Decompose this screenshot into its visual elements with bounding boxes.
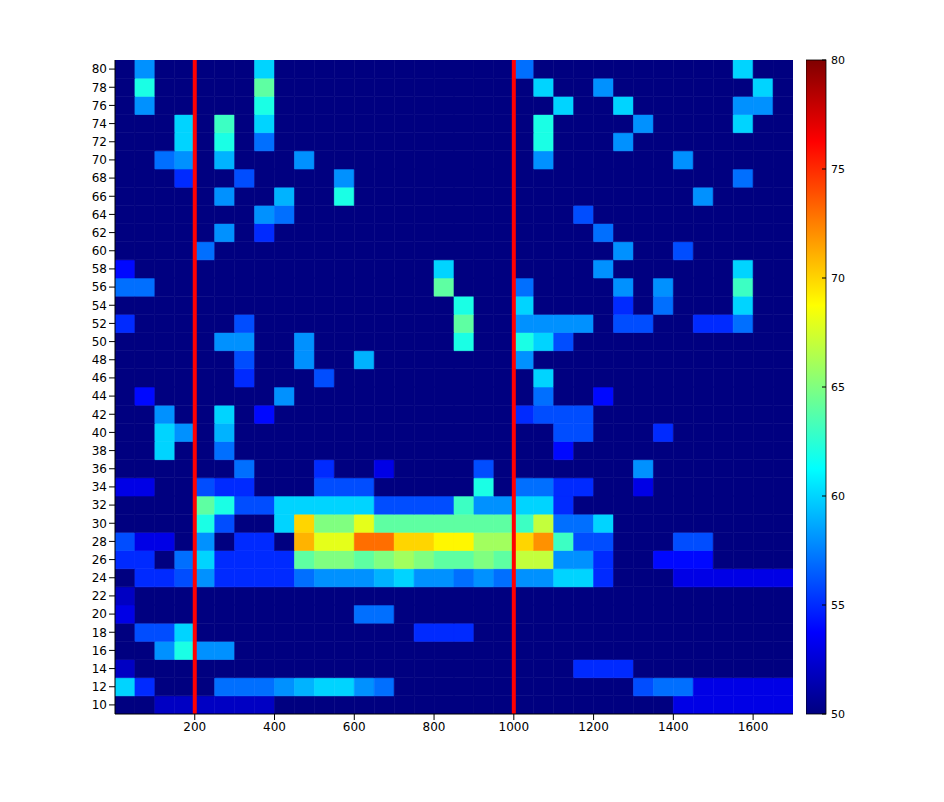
svg-text:32: 32 — [92, 498, 107, 512]
svg-text:12: 12 — [92, 680, 107, 694]
svg-text:68: 68 — [92, 171, 107, 185]
svg-text:55: 55 — [831, 599, 845, 612]
svg-text:70: 70 — [831, 272, 845, 285]
svg-text:72: 72 — [92, 135, 107, 149]
svg-text:80: 80 — [831, 54, 845, 67]
svg-text:38: 38 — [92, 444, 107, 458]
svg-text:36: 36 — [92, 462, 107, 476]
svg-text:78: 78 — [92, 81, 107, 95]
svg-text:10: 10 — [92, 698, 107, 712]
svg-text:66: 66 — [92, 190, 107, 204]
svg-text:56: 56 — [92, 280, 107, 294]
svg-text:800: 800 — [423, 720, 446, 734]
svg-text:1200: 1200 — [578, 720, 609, 734]
svg-text:76: 76 — [92, 99, 107, 113]
svg-text:400: 400 — [263, 720, 286, 734]
svg-text:80: 80 — [92, 62, 107, 76]
svg-text:24: 24 — [92, 571, 107, 585]
svg-text:70: 70 — [92, 153, 107, 167]
svg-text:52: 52 — [92, 317, 107, 331]
svg-text:48: 48 — [92, 353, 107, 367]
svg-text:74: 74 — [92, 117, 107, 131]
svg-text:18: 18 — [92, 626, 107, 640]
svg-text:26: 26 — [92, 553, 107, 567]
svg-text:1000: 1000 — [499, 720, 530, 734]
svg-text:75: 75 — [831, 163, 845, 176]
svg-text:16: 16 — [92, 644, 107, 658]
svg-text:60: 60 — [92, 244, 107, 258]
svg-text:200: 200 — [183, 720, 206, 734]
svg-text:34: 34 — [92, 480, 107, 494]
svg-text:44: 44 — [92, 389, 107, 403]
svg-text:65: 65 — [831, 381, 845, 394]
svg-text:58: 58 — [92, 262, 107, 276]
svg-text:60: 60 — [831, 490, 845, 503]
svg-text:1400: 1400 — [658, 720, 689, 734]
svg-text:54: 54 — [92, 299, 107, 313]
svg-text:14: 14 — [92, 662, 107, 676]
svg-text:30: 30 — [92, 517, 107, 531]
svg-text:40: 40 — [92, 426, 107, 440]
svg-text:64: 64 — [92, 208, 107, 222]
svg-text:600: 600 — [343, 720, 366, 734]
svg-text:20: 20 — [92, 607, 107, 621]
svg-text:62: 62 — [92, 226, 107, 240]
svg-text:28: 28 — [92, 535, 107, 549]
svg-text:22: 22 — [92, 589, 107, 603]
svg-text:1600: 1600 — [738, 720, 769, 734]
svg-text:50: 50 — [831, 708, 845, 721]
svg-text:50: 50 — [92, 335, 107, 349]
svg-text:42: 42 — [92, 408, 107, 422]
svg-text:46: 46 — [92, 371, 107, 385]
